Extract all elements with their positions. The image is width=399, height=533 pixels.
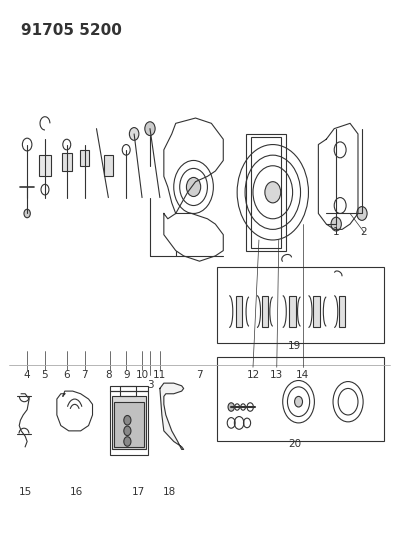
Bar	[246, 134, 286, 251]
Bar	[217, 357, 384, 441]
Text: 8: 8	[105, 370, 112, 380]
Circle shape	[294, 397, 302, 407]
Circle shape	[331, 217, 342, 231]
Text: 1: 1	[333, 228, 340, 237]
Circle shape	[124, 426, 131, 435]
Text: 9: 9	[123, 370, 130, 380]
Text: 17: 17	[131, 487, 145, 497]
Text: 7: 7	[196, 370, 203, 380]
Bar	[217, 266, 384, 343]
Circle shape	[186, 177, 201, 197]
Text: 10: 10	[136, 370, 148, 380]
Text: 12: 12	[246, 370, 260, 380]
Circle shape	[265, 182, 281, 203]
Circle shape	[357, 207, 367, 220]
Bar	[289, 296, 296, 327]
Text: 5: 5	[41, 370, 48, 380]
Bar	[251, 136, 281, 248]
Bar	[120, 386, 136, 397]
Bar	[236, 296, 242, 327]
Bar	[262, 296, 268, 327]
Bar	[111, 386, 148, 391]
Text: 18: 18	[163, 487, 176, 497]
Text: 91705 5200: 91705 5200	[21, 22, 122, 38]
Text: 15: 15	[18, 487, 32, 497]
Text: 16: 16	[70, 487, 83, 497]
Bar	[111, 391, 148, 455]
Bar	[80, 150, 89, 166]
Bar	[113, 397, 146, 449]
Text: 3: 3	[147, 381, 153, 391]
Text: 20: 20	[288, 439, 301, 449]
Text: 19: 19	[288, 341, 301, 351]
Polygon shape	[160, 383, 184, 449]
Circle shape	[24, 209, 30, 217]
Circle shape	[124, 416, 131, 425]
Bar	[104, 155, 113, 176]
Bar	[339, 296, 345, 327]
Circle shape	[124, 437, 131, 446]
Circle shape	[145, 122, 155, 135]
Text: 7: 7	[81, 370, 88, 380]
Text: 14: 14	[296, 370, 309, 380]
Text: 2: 2	[361, 228, 367, 237]
Text: 4: 4	[24, 370, 30, 380]
Bar	[313, 296, 320, 327]
Circle shape	[228, 403, 234, 411]
Circle shape	[129, 127, 139, 140]
Bar	[39, 155, 51, 176]
Bar	[114, 402, 144, 447]
Text: 11: 11	[153, 370, 166, 380]
Text: 6: 6	[63, 370, 70, 380]
Text: 13: 13	[270, 370, 283, 380]
Bar	[62, 152, 71, 171]
